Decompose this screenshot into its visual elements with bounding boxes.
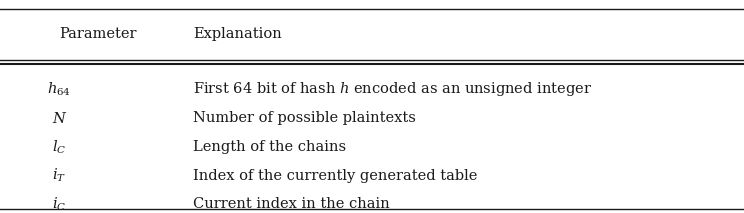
- Text: Parameter: Parameter: [60, 27, 137, 41]
- Text: Current index in the chain: Current index in the chain: [193, 197, 390, 212]
- Text: $i_C$: $i_C$: [52, 196, 67, 213]
- Text: $N$: $N$: [52, 111, 67, 126]
- Text: $h_{64}$: $h_{64}$: [48, 81, 71, 98]
- Text: $l_C$: $l_C$: [52, 138, 67, 156]
- Text: $i_T$: $i_T$: [52, 167, 67, 184]
- Text: Number of possible plaintexts: Number of possible plaintexts: [193, 111, 417, 125]
- Text: Length of the chains: Length of the chains: [193, 140, 347, 154]
- Text: Index of the currently generated table: Index of the currently generated table: [193, 169, 478, 183]
- Text: First 64 bit of hash $h$ encoded as an unsigned integer: First 64 bit of hash $h$ encoded as an u…: [193, 81, 592, 98]
- Text: Explanation: Explanation: [193, 27, 282, 41]
